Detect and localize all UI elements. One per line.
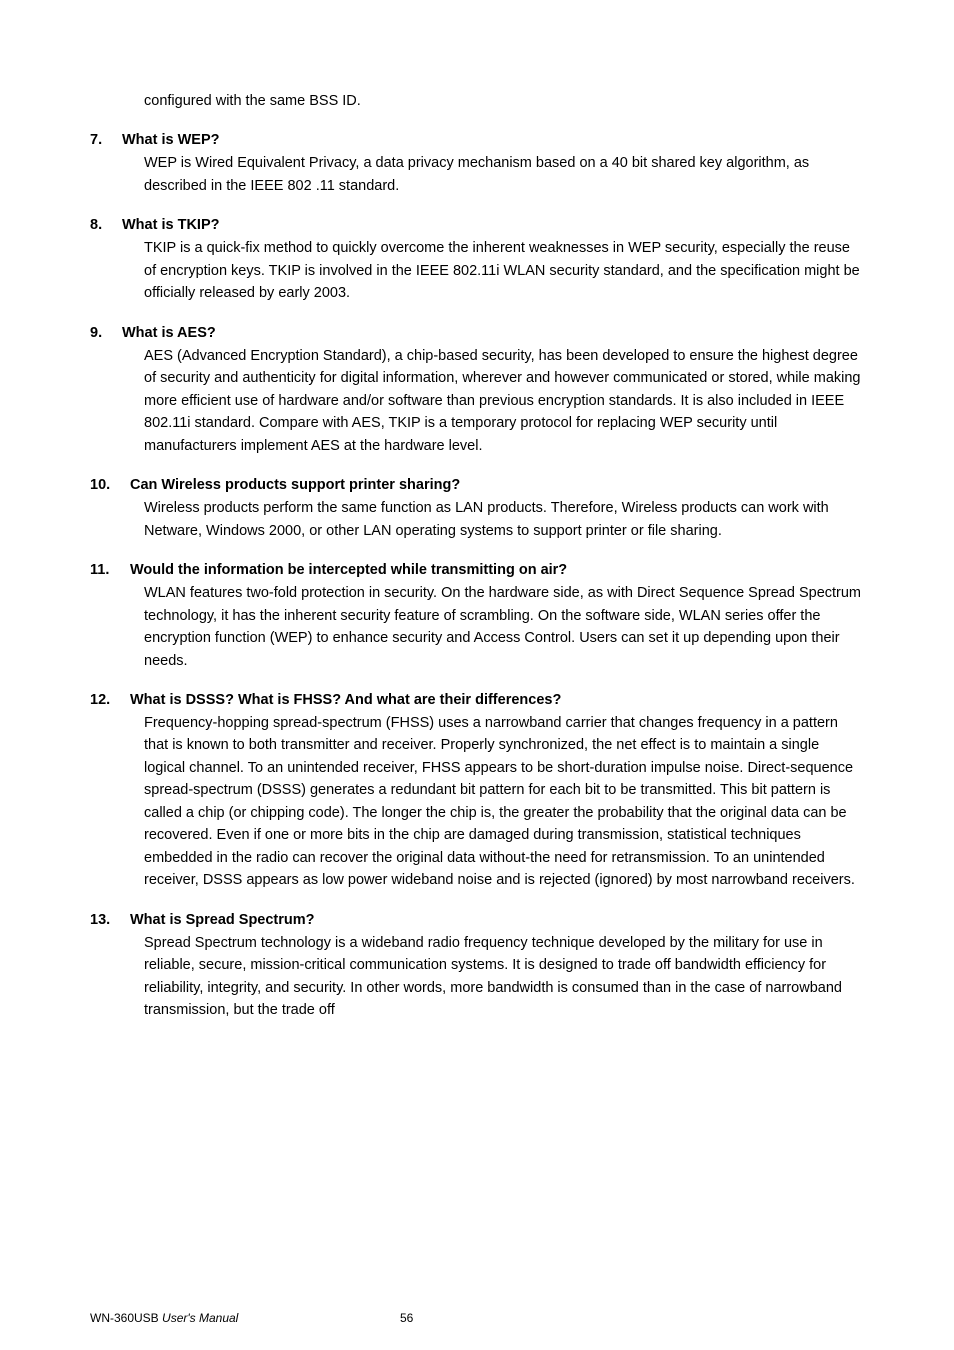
- faq-item-12: 12. What is DSSS? What is FHSS? And what…: [90, 692, 864, 892]
- faq-body: Wireless products perform the same funct…: [144, 497, 864, 542]
- faq-number: 12.: [90, 692, 130, 708]
- faq-body: Spread Spectrum technology is a wideband…: [144, 932, 864, 1022]
- faq-body: TKIP is a quick-fix method to quickly ov…: [144, 237, 864, 304]
- faq-number: 8.: [90, 217, 122, 233]
- faq-heading: 9. What is AES?: [90, 325, 864, 341]
- faq-number: 13.: [90, 912, 130, 928]
- document-page: configured with the same BSS ID. 7. What…: [0, 0, 954, 1350]
- faq-body: WLAN features two-fold protection in sec…: [144, 582, 864, 672]
- faq-title: Would the information be intercepted whi…: [130, 562, 567, 578]
- footer-product: WN-360USB: [90, 1311, 162, 1325]
- faq-item-10: 10. Can Wireless products support printe…: [90, 477, 864, 542]
- faq-heading: 13. What is Spread Spectrum?: [90, 912, 864, 928]
- faq-item-9: 9. What is AES? AES (Advanced Encryption…: [90, 325, 864, 457]
- faq-number: 7.: [90, 132, 122, 148]
- faq-item-11: 11. Would the information be intercepted…: [90, 562, 864, 672]
- footer-left: WN-360USB User's Manual: [90, 1311, 238, 1325]
- faq-title: What is TKIP?: [122, 217, 219, 233]
- faq-number: 10.: [90, 477, 130, 493]
- faq-title: What is WEP?: [122, 132, 219, 148]
- faq-number: 11.: [90, 562, 130, 578]
- faq-heading: 11. Would the information be intercepted…: [90, 562, 864, 578]
- faq-item-8: 8. What is TKIP? TKIP is a quick-fix met…: [90, 217, 864, 304]
- faq-heading: 10. Can Wireless products support printe…: [90, 477, 864, 493]
- faq-body: WEP is Wired Equivalent Privacy, a data …: [144, 152, 864, 197]
- faq-item-7: 7. What is WEP? WEP is Wired Equivalent …: [90, 132, 864, 197]
- faq-body: Frequency-hopping spread-spectrum (FHSS)…: [144, 712, 864, 892]
- faq-title: What is Spread Spectrum?: [130, 912, 315, 928]
- faq-number: 9.: [90, 325, 122, 341]
- faq-title: Can Wireless products support printer sh…: [130, 477, 460, 493]
- intro-continuation: configured with the same BSS ID.: [144, 90, 864, 112]
- faq-heading: 7. What is WEP?: [90, 132, 864, 148]
- footer-manual: User's Manual: [162, 1311, 238, 1325]
- footer-pagenum: 56: [400, 1311, 413, 1325]
- faq-heading: 12. What is DSSS? What is FHSS? And what…: [90, 692, 864, 708]
- faq-title: What is AES?: [122, 325, 216, 341]
- faq-heading: 8. What is TKIP?: [90, 217, 864, 233]
- faq-body: AES (Advanced Encryption Standard), a ch…: [144, 345, 864, 457]
- faq-title: What is DSSS? What is FHSS? And what are…: [130, 692, 561, 708]
- faq-item-13: 13. What is Spread Spectrum? Spread Spec…: [90, 912, 864, 1022]
